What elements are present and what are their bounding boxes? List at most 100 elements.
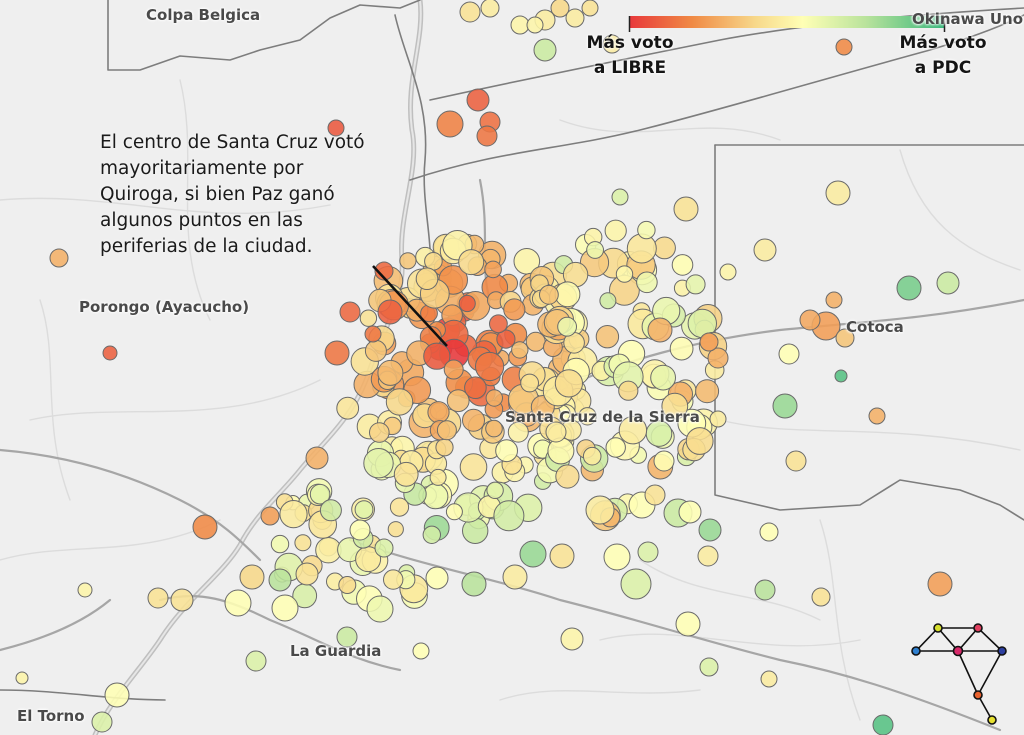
place-label-el-torno: El Torno — [17, 707, 85, 725]
vote-circle — [872, 714, 894, 735]
vote-circle — [147, 587, 169, 609]
vote-circle — [423, 342, 451, 370]
vote-circle — [338, 576, 357, 594]
vote-circle — [578, 407, 597, 426]
vote-circle — [519, 540, 547, 568]
vote-circle — [554, 369, 584, 398]
vote-circle — [760, 670, 778, 688]
vote-circle — [377, 359, 404, 386]
vote-circle — [586, 241, 604, 259]
vote-circle — [825, 291, 843, 309]
place-label-colpa-belgica: Colpa Belgica — [146, 6, 261, 24]
vote-circle — [476, 125, 498, 147]
vote-circle — [49, 248, 69, 268]
vote-circle — [495, 439, 519, 463]
vote-circle — [359, 309, 378, 327]
vote-circle — [336, 626, 358, 648]
vote-circle — [496, 329, 516, 349]
annotation-text: El centro de Santa Cruz votó mayoritaria… — [100, 132, 365, 257]
vote-circle — [825, 180, 851, 206]
vote-circle — [305, 446, 329, 470]
vote-circle — [387, 521, 404, 538]
vote-circle — [526, 16, 544, 34]
vote-circle — [533, 38, 557, 62]
vote-circle — [279, 499, 308, 529]
vote-circle — [834, 369, 848, 383]
vote-circle — [425, 566, 449, 590]
vote-circle — [510, 15, 530, 35]
vote-circle — [557, 316, 577, 337]
vote-circle — [636, 271, 658, 294]
vote-circle — [637, 220, 656, 240]
vote-circle — [385, 388, 414, 416]
vote-circle — [324, 340, 350, 366]
vote-circle — [545, 421, 567, 443]
vote-circle — [459, 1, 481, 23]
vote-circle — [650, 364, 676, 391]
vote-circle — [799, 309, 821, 331]
vote-circle — [605, 437, 626, 458]
vote-circle — [475, 351, 505, 382]
vote-circle — [835, 328, 855, 348]
vote-circle — [602, 34, 622, 54]
vote-circle — [547, 437, 575, 465]
vote-circle — [366, 595, 394, 623]
vote-circle — [486, 481, 504, 499]
vote-circle — [489, 314, 508, 334]
vote-circle — [91, 711, 113, 733]
vote-circle — [484, 260, 502, 279]
legend-label-pdc: Más voto a PDC — [899, 33, 987, 78]
vote-circle — [294, 534, 312, 552]
place-label-porongo: Porongo (Ayacucho) — [79, 298, 250, 316]
vote-circle — [595, 325, 620, 349]
vote-circle — [422, 525, 441, 544]
vote-circle — [459, 453, 488, 481]
vote-circle — [493, 500, 525, 532]
vote-circle — [699, 657, 719, 677]
vote-circle — [399, 252, 417, 270]
vote-circle — [754, 579, 776, 601]
vote-circle — [778, 343, 800, 365]
vote-circle — [354, 500, 374, 520]
vote-circle — [374, 538, 394, 558]
vote-circle — [458, 249, 485, 276]
vote-circle — [102, 345, 118, 361]
vote-circle — [709, 410, 727, 428]
vote-circle — [224, 589, 252, 617]
vote-circle-layer — [15, 0, 960, 735]
vote-circle — [77, 582, 93, 598]
vote-circle — [699, 332, 719, 352]
vote-circle — [604, 219, 627, 242]
vote-circle — [485, 389, 503, 407]
vote-circle — [644, 484, 666, 506]
vote-circle — [936, 271, 960, 295]
vote-circle — [245, 650, 267, 672]
vote-circle — [427, 401, 450, 424]
vote-circle — [192, 514, 218, 540]
vote-circle — [555, 464, 580, 489]
vote-circle — [585, 495, 615, 525]
vote-circle — [443, 359, 464, 380]
vote-circle — [415, 267, 439, 291]
legend-label-libre: Más voto a LIBRE — [586, 33, 674, 78]
vote-circle — [15, 671, 29, 685]
vote-circle — [669, 336, 694, 361]
vote-circle — [554, 281, 581, 308]
vote-circle — [436, 420, 457, 441]
vote-circle — [422, 483, 449, 510]
vote-circle — [374, 261, 394, 281]
vote-circle — [550, 0, 570, 18]
vote-circle — [549, 543, 575, 569]
vote-circle — [239, 564, 265, 590]
vote-circle — [268, 568, 292, 592]
vote-circle — [271, 594, 299, 622]
vote-circle — [445, 503, 463, 521]
vote-circle — [458, 294, 476, 313]
vote-circle — [502, 564, 528, 590]
vote-circle — [560, 627, 584, 651]
vote-circle — [364, 325, 382, 343]
place-label-la-guardia: La Guardia — [290, 642, 382, 660]
vote-circle — [582, 446, 602, 466]
